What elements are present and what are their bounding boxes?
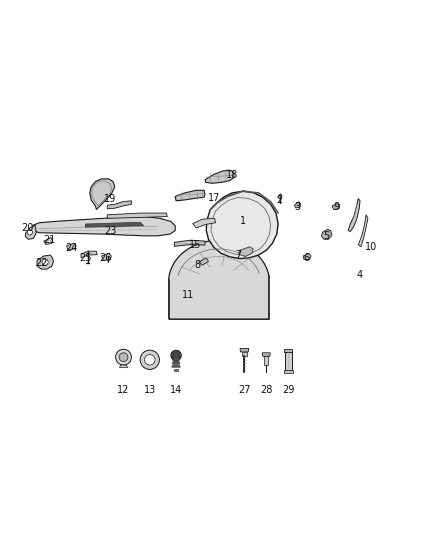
Polygon shape — [239, 247, 253, 256]
Polygon shape — [174, 369, 178, 371]
Polygon shape — [120, 365, 127, 368]
Text: 5: 5 — [324, 231, 330, 241]
Polygon shape — [90, 179, 115, 209]
Polygon shape — [85, 222, 144, 227]
Polygon shape — [332, 204, 340, 209]
Polygon shape — [169, 240, 269, 319]
Polygon shape — [37, 255, 53, 269]
Polygon shape — [172, 365, 180, 367]
Polygon shape — [173, 358, 180, 360]
Polygon shape — [242, 352, 247, 356]
Text: 2: 2 — [276, 195, 283, 205]
Text: 17: 17 — [208, 193, 221, 203]
Text: 7: 7 — [236, 249, 242, 260]
Polygon shape — [284, 370, 293, 373]
Circle shape — [119, 353, 128, 361]
Text: 23: 23 — [105, 227, 117, 237]
Polygon shape — [321, 229, 332, 239]
Text: 26: 26 — [99, 253, 111, 263]
Polygon shape — [264, 356, 268, 365]
Text: 27: 27 — [238, 385, 251, 395]
Text: 18: 18 — [226, 169, 238, 180]
Circle shape — [140, 350, 159, 369]
Polygon shape — [193, 219, 215, 228]
Polygon shape — [174, 240, 205, 246]
Polygon shape — [206, 191, 278, 259]
Polygon shape — [205, 170, 234, 183]
Polygon shape — [278, 194, 282, 199]
Polygon shape — [348, 199, 360, 231]
Circle shape — [27, 230, 32, 235]
Polygon shape — [303, 253, 311, 260]
Text: 22: 22 — [35, 258, 48, 268]
Polygon shape — [199, 258, 208, 265]
Circle shape — [42, 259, 48, 265]
Text: 10: 10 — [365, 242, 378, 252]
Polygon shape — [107, 201, 131, 209]
Text: 29: 29 — [282, 385, 294, 395]
Polygon shape — [32, 216, 175, 236]
Text: 3: 3 — [294, 202, 300, 212]
Polygon shape — [81, 251, 97, 258]
Text: 25: 25 — [79, 253, 92, 263]
Polygon shape — [262, 353, 270, 356]
Text: 11: 11 — [182, 290, 194, 300]
Text: 28: 28 — [260, 385, 272, 395]
Text: 6: 6 — [304, 253, 310, 263]
Text: 1: 1 — [240, 215, 246, 225]
Polygon shape — [44, 238, 53, 245]
Text: 4: 4 — [356, 270, 362, 280]
Polygon shape — [240, 349, 249, 352]
Text: 9: 9 — [333, 202, 339, 212]
Polygon shape — [284, 349, 292, 352]
Circle shape — [116, 349, 131, 365]
Polygon shape — [173, 354, 179, 357]
Text: 14: 14 — [170, 385, 182, 395]
Polygon shape — [294, 201, 301, 208]
Text: 24: 24 — [65, 243, 78, 253]
Polygon shape — [102, 253, 111, 260]
Polygon shape — [285, 352, 292, 370]
Polygon shape — [175, 190, 205, 201]
Text: 19: 19 — [104, 195, 117, 205]
Text: 13: 13 — [144, 385, 156, 395]
Circle shape — [145, 354, 155, 365]
Polygon shape — [358, 215, 368, 247]
Text: 21: 21 — [43, 235, 55, 245]
Polygon shape — [67, 243, 76, 250]
Polygon shape — [25, 225, 36, 239]
Text: 8: 8 — [194, 260, 200, 270]
Text: 20: 20 — [21, 223, 34, 233]
Polygon shape — [107, 213, 167, 219]
Text: 15: 15 — [189, 240, 201, 251]
Circle shape — [171, 350, 181, 361]
Text: 12: 12 — [117, 385, 130, 395]
Polygon shape — [172, 361, 180, 364]
